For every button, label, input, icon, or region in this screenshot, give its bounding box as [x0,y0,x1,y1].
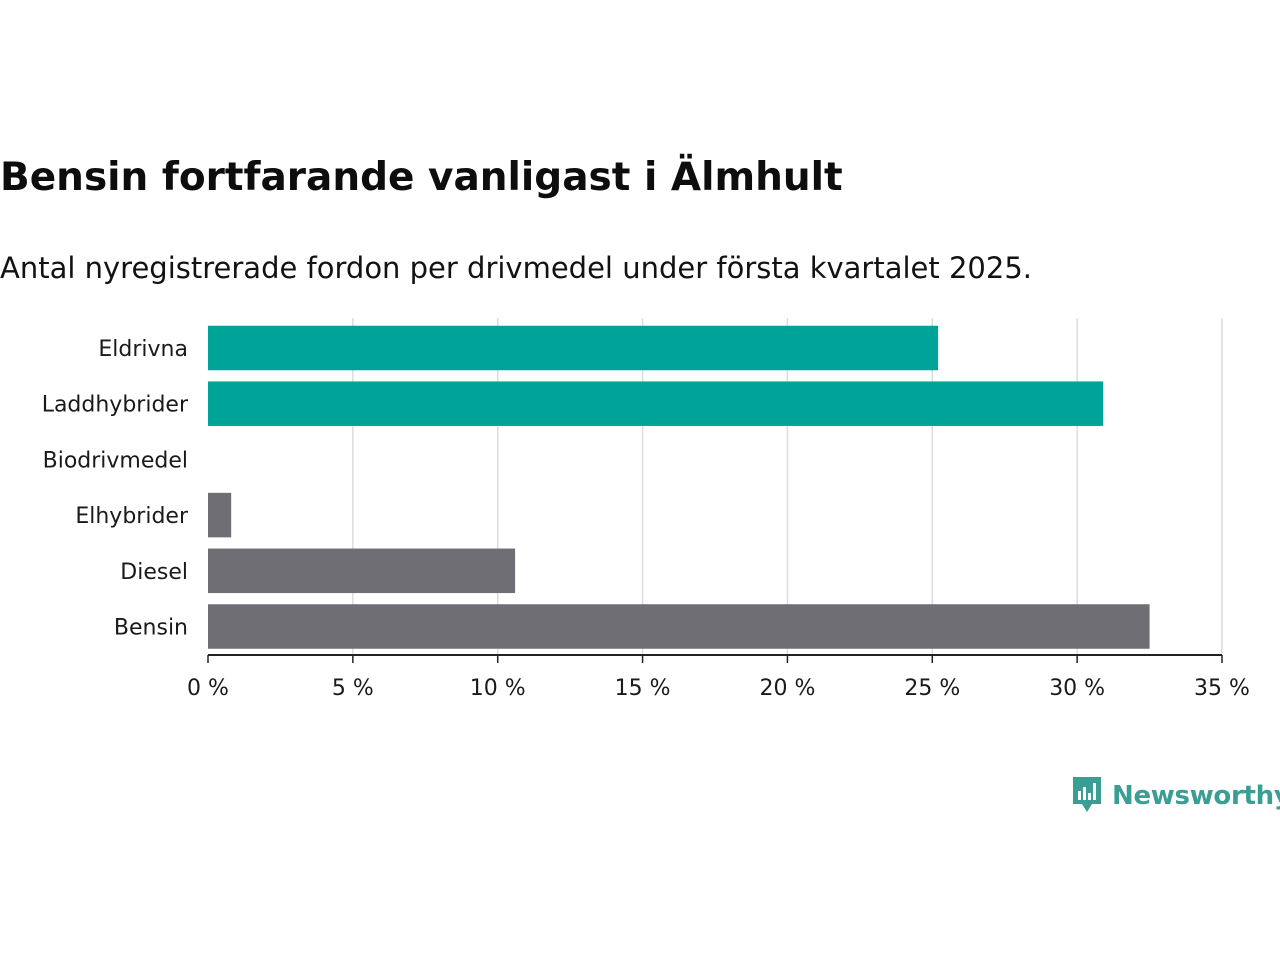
category-label: Diesel [120,560,188,585]
chart-title: Bensin fortfarande vanligast i Älmhult [0,155,843,200]
category-label: Eldrivna [98,337,188,362]
bars [208,325,1150,649]
x-tick-label: 30 % [1049,676,1105,701]
category-label: Biodrivmedel [43,448,188,473]
brand-name: Newsworthy [1112,781,1280,811]
x-tick-label: 35 % [1194,676,1250,701]
x-tick-label: 20 % [759,676,815,701]
bar [208,604,1150,649]
x-axis: 0 % 5 % 10 % 15 % 20 % 25 % 30 % 35 % [187,654,1250,701]
gridlines [352,318,1223,655]
x-tick-label: 15 % [615,676,671,701]
category-label: Bensin [114,616,188,641]
x-tick-label: 0 % [187,676,229,701]
x-tick-label: 5 % [332,676,374,701]
bar [208,381,1104,426]
newsworthy-chart-logo-icon [1073,777,1101,812]
category-label: Laddhybrider [42,393,189,418]
brand-logo: Newsworthy [1070,774,1280,818]
bar [208,492,232,538]
chart-subtitle: Antal nyregistrerade fordon per drivmede… [0,251,1033,285]
x-tick-label: 25 % [904,676,960,701]
bar [208,548,516,594]
bar-chart: Eldrivna Laddhybrider Biodrivmedel Elhybrid… [42,318,1250,701]
x-tick-label: 10 % [470,676,526,701]
category-label: Elhybrider [75,504,189,529]
category-labels: Eldrivna Laddhybrider Biodrivmedel Elhybrid… [42,337,189,641]
bar [208,325,939,371]
